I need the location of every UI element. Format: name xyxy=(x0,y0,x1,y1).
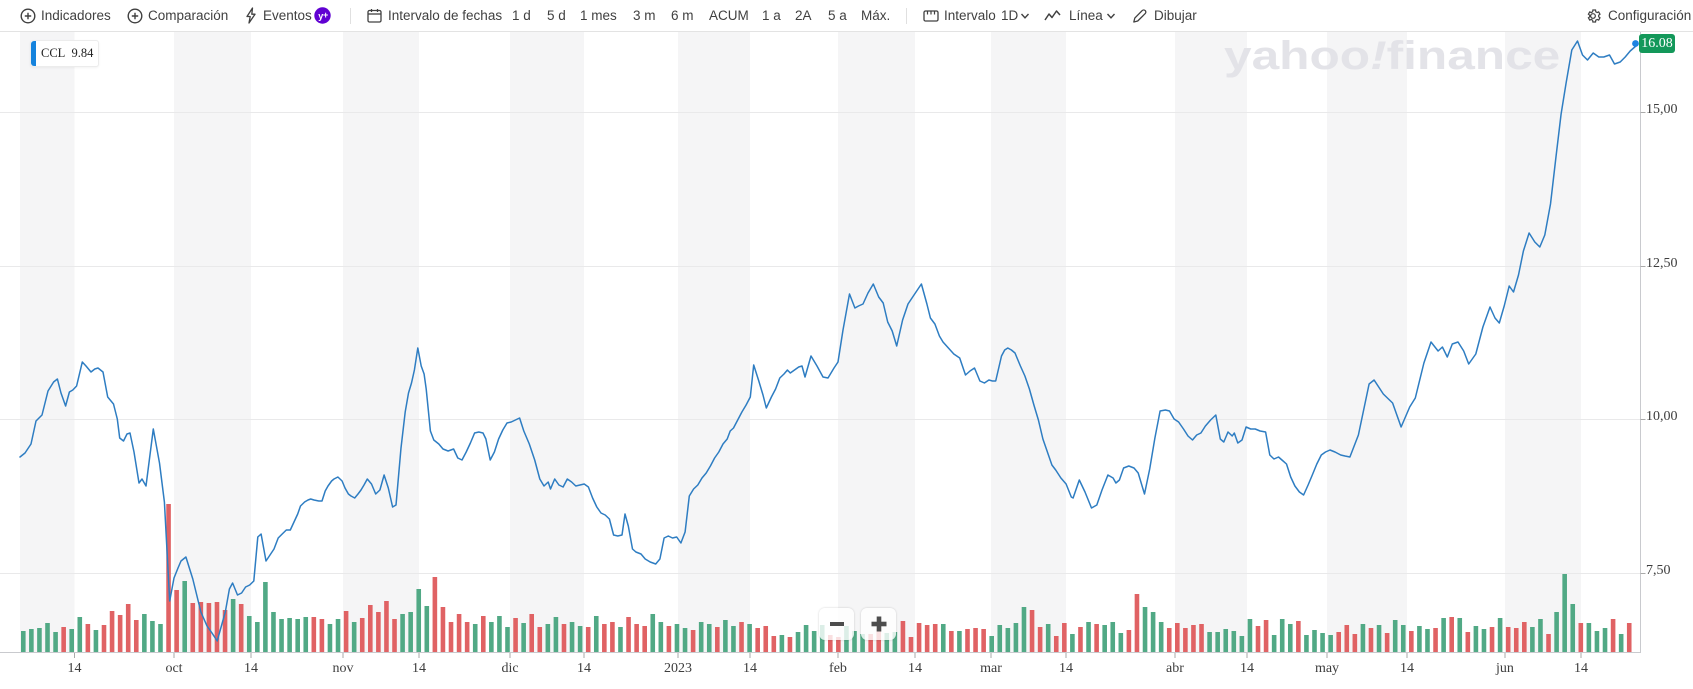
svg-text:y: y xyxy=(318,11,323,21)
svg-text:+: + xyxy=(323,10,328,20)
